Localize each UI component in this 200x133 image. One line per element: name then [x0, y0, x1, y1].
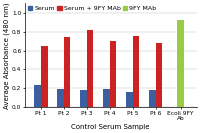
Bar [103, 89, 110, 107]
Bar [177, 20, 184, 107]
Bar [126, 92, 133, 107]
Bar [149, 90, 156, 107]
Bar [57, 89, 64, 107]
X-axis label: Control Serum Sample: Control Serum Sample [71, 124, 150, 130]
Bar [87, 30, 93, 107]
Bar [64, 37, 70, 107]
Bar [41, 46, 48, 107]
Y-axis label: Average Absorbance (480 nm): Average Absorbance (480 nm) [3, 2, 10, 109]
Bar [156, 43, 162, 107]
Bar [110, 41, 116, 107]
Bar [34, 86, 41, 107]
Legend: Serum, Serum + 9FY MAb, 9FY MAb: Serum, Serum + 9FY MAb, 9FY MAb [28, 6, 156, 11]
Bar [80, 90, 87, 107]
Bar [133, 36, 139, 107]
